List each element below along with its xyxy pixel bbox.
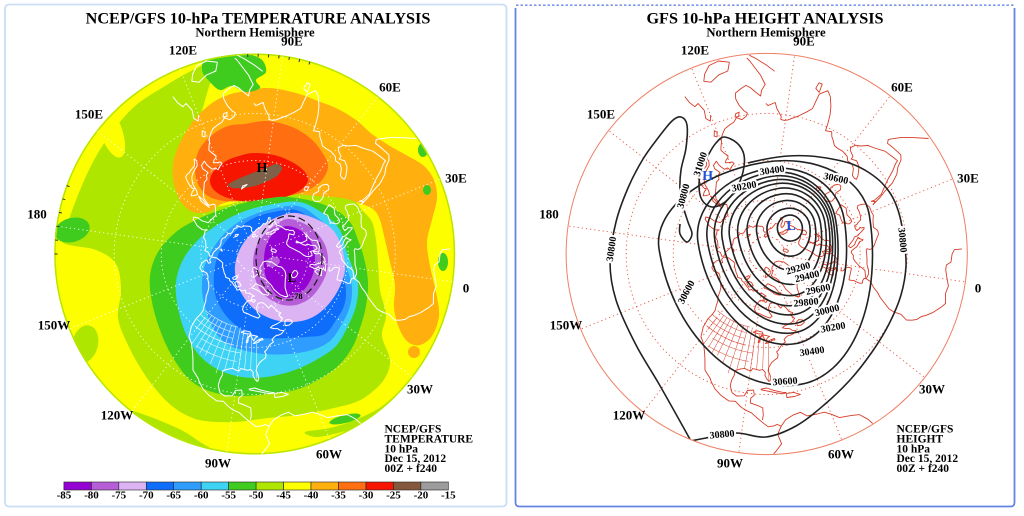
svg-text:-15: -15	[441, 490, 456, 502]
svg-text:0: 0	[463, 281, 470, 296]
svg-text:30400: 30400	[799, 345, 825, 359]
svg-text:30800: 30800	[895, 227, 908, 253]
svg-text:-50: -50	[249, 490, 264, 502]
svg-text:NCEP/GFS: NCEP/GFS	[897, 424, 954, 436]
svg-text:L: L	[786, 219, 795, 234]
svg-text:60E: 60E	[891, 80, 913, 95]
svg-text:150W: 150W	[38, 318, 71, 333]
svg-text:00Z + f240: 00Z + f240	[897, 463, 950, 475]
svg-text:-70: -70	[139, 490, 154, 502]
svg-text:30E: 30E	[445, 171, 467, 186]
svg-text:30W: 30W	[919, 382, 945, 397]
svg-text:30600: 30600	[772, 376, 798, 389]
svg-text:-75: -75	[111, 490, 126, 502]
svg-text:0: 0	[975, 281, 982, 296]
svg-text:HEIGHT: HEIGHT	[897, 433, 944, 445]
svg-text:120W: 120W	[101, 408, 134, 423]
svg-text:00Z + f240: 00Z + f240	[385, 463, 438, 475]
svg-text:Northern Hemisphere: Northern Hemisphere	[706, 26, 826, 40]
svg-text:30800: 30800	[709, 428, 735, 441]
svg-text:180: 180	[27, 207, 47, 222]
svg-text:-40: -40	[304, 490, 319, 502]
svg-text:29600: 29600	[805, 282, 832, 298]
svg-text:120W: 120W	[613, 408, 646, 423]
svg-text:-35: -35	[331, 490, 346, 502]
svg-text:150W: 150W	[550, 318, 583, 333]
svg-text:10 hPa: 10 hPa	[897, 443, 931, 455]
svg-text:60E: 60E	[379, 80, 401, 95]
svg-text:TEMPERATURE: TEMPERATURE	[385, 433, 474, 445]
svg-text:60W: 60W	[828, 447, 854, 462]
svg-text:-78: -78	[291, 291, 302, 301]
svg-text:-25: -25	[386, 490, 401, 502]
svg-text:90W: 90W	[717, 456, 743, 471]
svg-text:Dec 15, 2012: Dec 15, 2012	[897, 453, 959, 465]
svg-text:120E: 120E	[681, 43, 709, 58]
svg-text:30W: 30W	[407, 382, 433, 397]
svg-text:-60: -60	[194, 490, 209, 502]
svg-text:30600: 30600	[676, 279, 697, 306]
svg-text:90E: 90E	[793, 34, 815, 49]
svg-text:180: 180	[539, 207, 559, 222]
svg-text:30200: 30200	[820, 320, 847, 335]
svg-text:-80: -80	[84, 490, 99, 502]
svg-text:-55: -55	[221, 490, 236, 502]
svg-text:-45: -45	[276, 490, 291, 502]
svg-text:GFS 10-hPa HEIGHT ANALYSIS: GFS 10-hPa HEIGHT ANALYSIS	[646, 10, 883, 28]
svg-text:29800: 29800	[793, 296, 819, 310]
svg-text:30800: 30800	[675, 183, 692, 210]
svg-text:NCEP/GFS 10-hPa TEMPERATURE AN: NCEP/GFS 10-hPa TEMPERATURE ANALYSIS	[86, 10, 431, 28]
svg-text:60W: 60W	[316, 447, 342, 462]
svg-text:H: H	[257, 161, 268, 176]
svg-text:10 hPa: 10 hPa	[385, 443, 419, 455]
svg-text:-65: -65	[166, 490, 181, 502]
svg-text:150E: 150E	[587, 107, 615, 122]
svg-text:30400: 30400	[759, 164, 785, 178]
svg-text:Dec 15, 2012: Dec 15, 2012	[385, 453, 447, 465]
svg-text:-85: -85	[57, 490, 72, 502]
svg-text:-20: -20	[414, 490, 429, 502]
svg-text:L: L	[288, 270, 297, 285]
svg-text:Northern Hemisphere: Northern Hemisphere	[195, 26, 315, 40]
svg-text:90W: 90W	[205, 456, 231, 471]
svg-text:120E: 120E	[169, 43, 197, 58]
svg-text:30800: 30800	[605, 236, 619, 262]
svg-text:NCEP/GFS: NCEP/GFS	[385, 424, 442, 436]
svg-text:150E: 150E	[75, 107, 103, 122]
svg-text:-30: -30	[359, 490, 374, 502]
svg-text:H: H	[702, 169, 713, 184]
svg-text:90E: 90E	[281, 34, 303, 49]
svg-text:30600: 30600	[822, 171, 849, 187]
svg-text:30E: 30E	[957, 171, 979, 186]
